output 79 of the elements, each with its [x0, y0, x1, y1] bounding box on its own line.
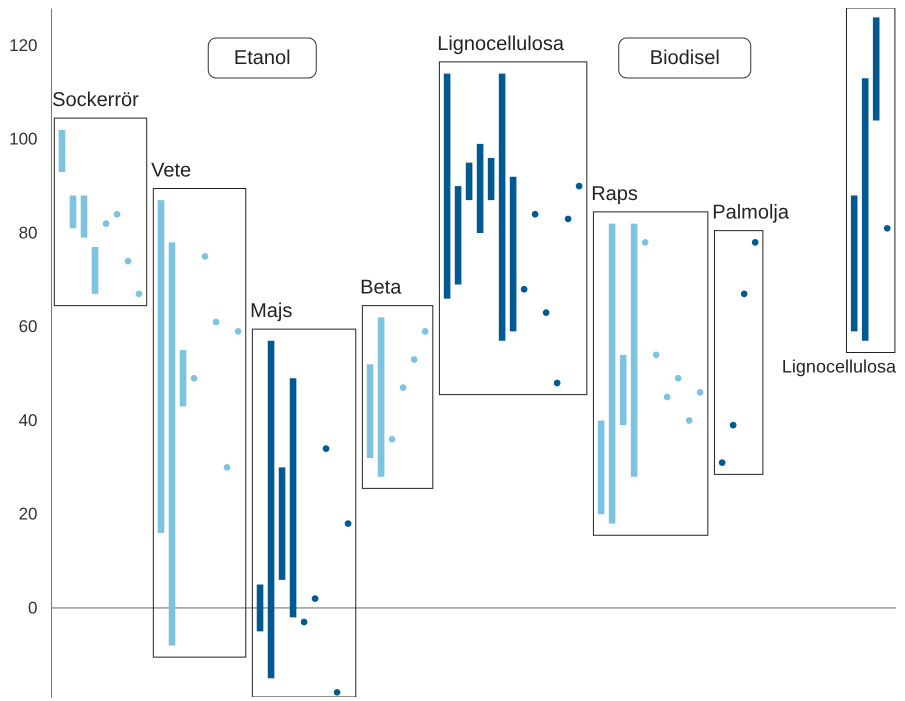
- point: [190, 374, 198, 382]
- series-label: Majs: [250, 300, 292, 322]
- point: [696, 388, 704, 396]
- bar: [92, 247, 98, 294]
- bar: [620, 354, 626, 426]
- bar: [862, 78, 868, 341]
- point: [686, 417, 693, 424]
- y-tick-label: 60: [18, 317, 38, 336]
- y-tick-label: 0: [28, 598, 38, 618]
- point: [334, 688, 340, 696]
- point: [884, 224, 891, 232]
- point: [344, 520, 352, 527]
- point: [752, 239, 759, 246]
- bar: [70, 195, 76, 228]
- point: [102, 220, 110, 227]
- point: [234, 328, 242, 335]
- point: [312, 595, 318, 602]
- point: [212, 318, 220, 326]
- bar: [476, 144, 484, 233]
- point: [422, 328, 428, 335]
- y-tick-label: 40: [18, 410, 38, 430]
- bar: [466, 162, 472, 200]
- point: [322, 445, 330, 452]
- series-label: Lignocellulosa: [437, 32, 565, 55]
- point: [532, 210, 538, 218]
- annotation: Biodisel: [650, 47, 720, 69]
- y-tick-label: 120: [9, 36, 38, 55]
- point: [564, 216, 572, 222]
- bar: [58, 130, 66, 172]
- series-label: Palmolja: [712, 202, 790, 224]
- series-label: Raps: [591, 182, 638, 205]
- bar: [290, 378, 296, 618]
- bar: [872, 17, 880, 120]
- bar: [278, 467, 286, 580]
- point: [652, 351, 660, 358]
- series-label: Lignocellulosa: [782, 356, 897, 376]
- point: [664, 394, 670, 400]
- point: [410, 356, 418, 363]
- bar: [168, 242, 176, 646]
- bar: [366, 364, 374, 458]
- annotation: Etanol: [234, 47, 291, 69]
- bar: [444, 74, 450, 299]
- point: [400, 384, 406, 391]
- point: [642, 239, 648, 246]
- point: [542, 309, 550, 316]
- series-label: Sockerrör: [52, 89, 140, 112]
- bar: [158, 200, 164, 533]
- bar: [488, 158, 494, 200]
- bar: [608, 224, 616, 524]
- point: [224, 464, 230, 471]
- point: [136, 290, 142, 298]
- series-label: Vete: [151, 159, 192, 182]
- point: [554, 380, 560, 386]
- bar: [180, 350, 186, 406]
- bar: [256, 584, 264, 632]
- point: [388, 436, 396, 443]
- y-tick-label: 80: [18, 223, 38, 242]
- y-tick-label: 100: [9, 130, 38, 149]
- bar: [378, 317, 384, 477]
- point: [730, 422, 737, 428]
- bar: [850, 195, 858, 332]
- bar: [454, 186, 462, 285]
- point: [124, 258, 132, 264]
- bar: [80, 195, 88, 238]
- point: [740, 290, 748, 298]
- point: [520, 286, 528, 293]
- point: [674, 374, 682, 382]
- point: [300, 618, 308, 626]
- point: [576, 182, 582, 190]
- series-label: Beta: [360, 276, 402, 299]
- point: [202, 253, 208, 260]
- bar: [268, 340, 274, 678]
- bar: [510, 176, 516, 332]
- y-tick-label: 20: [18, 504, 38, 524]
- bar: [630, 224, 638, 477]
- point: [114, 210, 120, 218]
- bar: [498, 74, 506, 341]
- bar: [598, 420, 604, 514]
- point: [718, 459, 726, 466]
